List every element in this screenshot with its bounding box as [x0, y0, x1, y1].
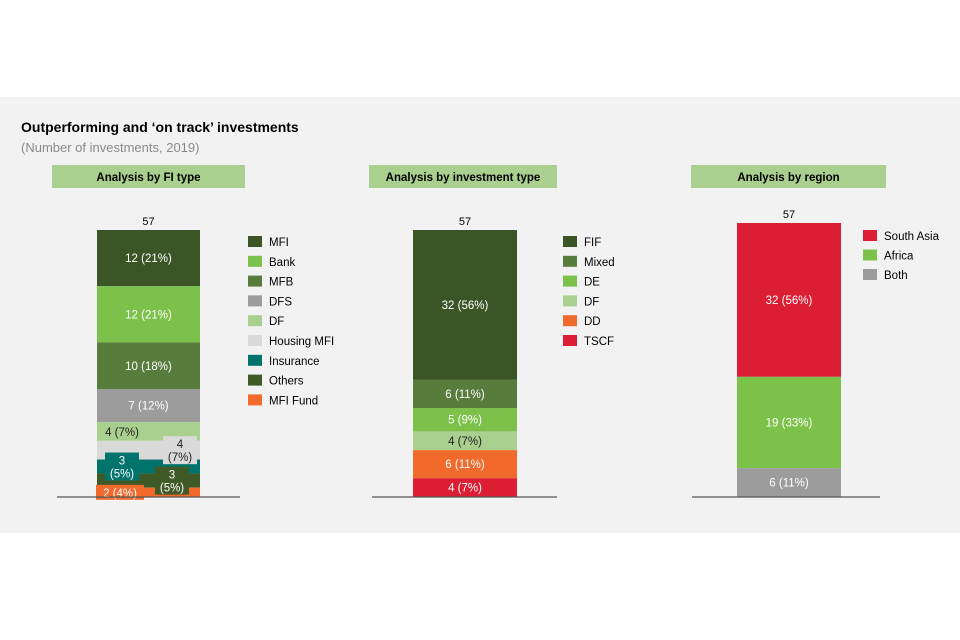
bar-segment-fif [413, 230, 517, 380]
panel-header: Analysis by investment type [386, 172, 541, 184]
bar-segment-de [413, 408, 517, 432]
legend-swatch [248, 275, 262, 287]
data-label-bg [155, 466, 189, 495]
legend-swatch [863, 230, 877, 241]
bar-segment-africa [737, 376, 841, 469]
legend-swatch [248, 394, 262, 406]
legend-swatch [563, 335, 577, 346]
bar-segment-mfi-fund [97, 487, 200, 497]
data-label: 6 (11%) [445, 459, 485, 471]
data-label: 4 (7%) [105, 427, 139, 439]
bar-segment-mfi [97, 230, 200, 287]
legend-label: South Asia [884, 231, 940, 243]
data-label: 6 (11%) [445, 389, 485, 401]
legend-swatch [563, 295, 577, 307]
legend-label: DF [584, 296, 599, 308]
data-label-bg [96, 484, 144, 500]
chart-panel-3: Analysis by region 57 South Asia Africa Both… [691, 165, 940, 498]
legend-label: MFB [269, 277, 294, 289]
legend-swatch [863, 249, 877, 261]
data-label: 10 (18%) [125, 361, 172, 373]
legend-label: TSCF [584, 336, 614, 348]
panel-header-bg [52, 165, 245, 188]
data-label: 32 (56%) [442, 300, 489, 312]
bar-segment-mixed [413, 379, 517, 408]
total-label: 57 [459, 216, 471, 228]
bar-segment-tscf [413, 478, 517, 497]
data-label: (7%) [168, 452, 192, 464]
bar-segment-df [413, 431, 517, 451]
legend-label: MFI [269, 237, 289, 249]
legend-label: Others [269, 376, 304, 388]
data-label: 4 (7%) [448, 436, 482, 448]
data-label: 5 (9%) [448, 415, 482, 427]
chart-panel-2: Analysis by investment type 57 FIF Mixed DE D… [369, 165, 615, 498]
legend-swatch [248, 335, 262, 346]
total-label: 57 [783, 209, 795, 221]
data-label: 12 (21%) [125, 253, 172, 265]
data-label-bg [105, 452, 139, 481]
legend-swatch [563, 275, 577, 287]
legend-label: Both [884, 270, 908, 282]
legend-swatch [248, 354, 262, 366]
data-label: 7 (12%) [128, 401, 168, 413]
data-label: 2 (4%) [103, 488, 137, 500]
bar-segment-both [737, 468, 841, 497]
legend-label: DE [584, 277, 600, 289]
legend-label: FIF [584, 237, 601, 249]
chart-subtitle: (Number of investments, 2019) [21, 140, 199, 155]
legend-label: MFI Fund [269, 395, 318, 407]
chart-title: Outperforming and ‘on track’ investments [21, 119, 299, 135]
legend-label: DD [584, 316, 601, 328]
legend-label: DF [269, 316, 284, 328]
legend-label: DFS [269, 296, 292, 308]
legend-label: Insurance [269, 356, 320, 368]
panel-header-bg [691, 165, 886, 188]
data-label: 3 [119, 456, 125, 468]
legend-swatch [563, 236, 577, 247]
legend-swatch [563, 255, 577, 267]
panel-header: Analysis by FI type [96, 172, 200, 184]
data-label: (5%) [110, 469, 134, 481]
panel-header-bg [369, 165, 557, 188]
legend-swatch [563, 315, 577, 327]
legend-label: Housing MFI [269, 336, 334, 348]
legend-swatch [248, 255, 262, 267]
legend-swatch [248, 374, 262, 386]
legend-swatch [248, 315, 262, 327]
legend-swatch [863, 269, 877, 280]
bar-segment-bank [97, 286, 200, 343]
data-label: 4 (7%) [448, 483, 482, 495]
data-label: 32 (56%) [766, 295, 813, 307]
legend-swatch [248, 295, 262, 307]
data-label: 12 (21%) [125, 309, 172, 321]
total-label: 57 [142, 216, 154, 228]
data-label: (5%) [160, 483, 184, 495]
bar-segment-mfb [97, 342, 200, 390]
data-label-bg [163, 436, 197, 465]
bar-segment-south-asia [737, 223, 841, 377]
legend-label: Bank [269, 257, 295, 269]
legend-label: Mixed [584, 257, 615, 269]
data-label-bg [98, 423, 146, 439]
data-label: 4 [177, 439, 184, 451]
bar-segment-dfs [97, 389, 200, 423]
data-label: 6 (11%) [769, 478, 809, 490]
bar-segment-dd [413, 450, 517, 479]
chart-panel-1: Analysis by FI type 57 MFI Bank MFB DFS DF Hous… [52, 165, 334, 500]
data-label: 19 (33%) [766, 417, 813, 429]
panel-header: Analysis by region [737, 172, 839, 184]
data-label: 3 [169, 470, 175, 482]
legend-swatch [248, 236, 262, 247]
legend-label: Africa [884, 251, 914, 263]
